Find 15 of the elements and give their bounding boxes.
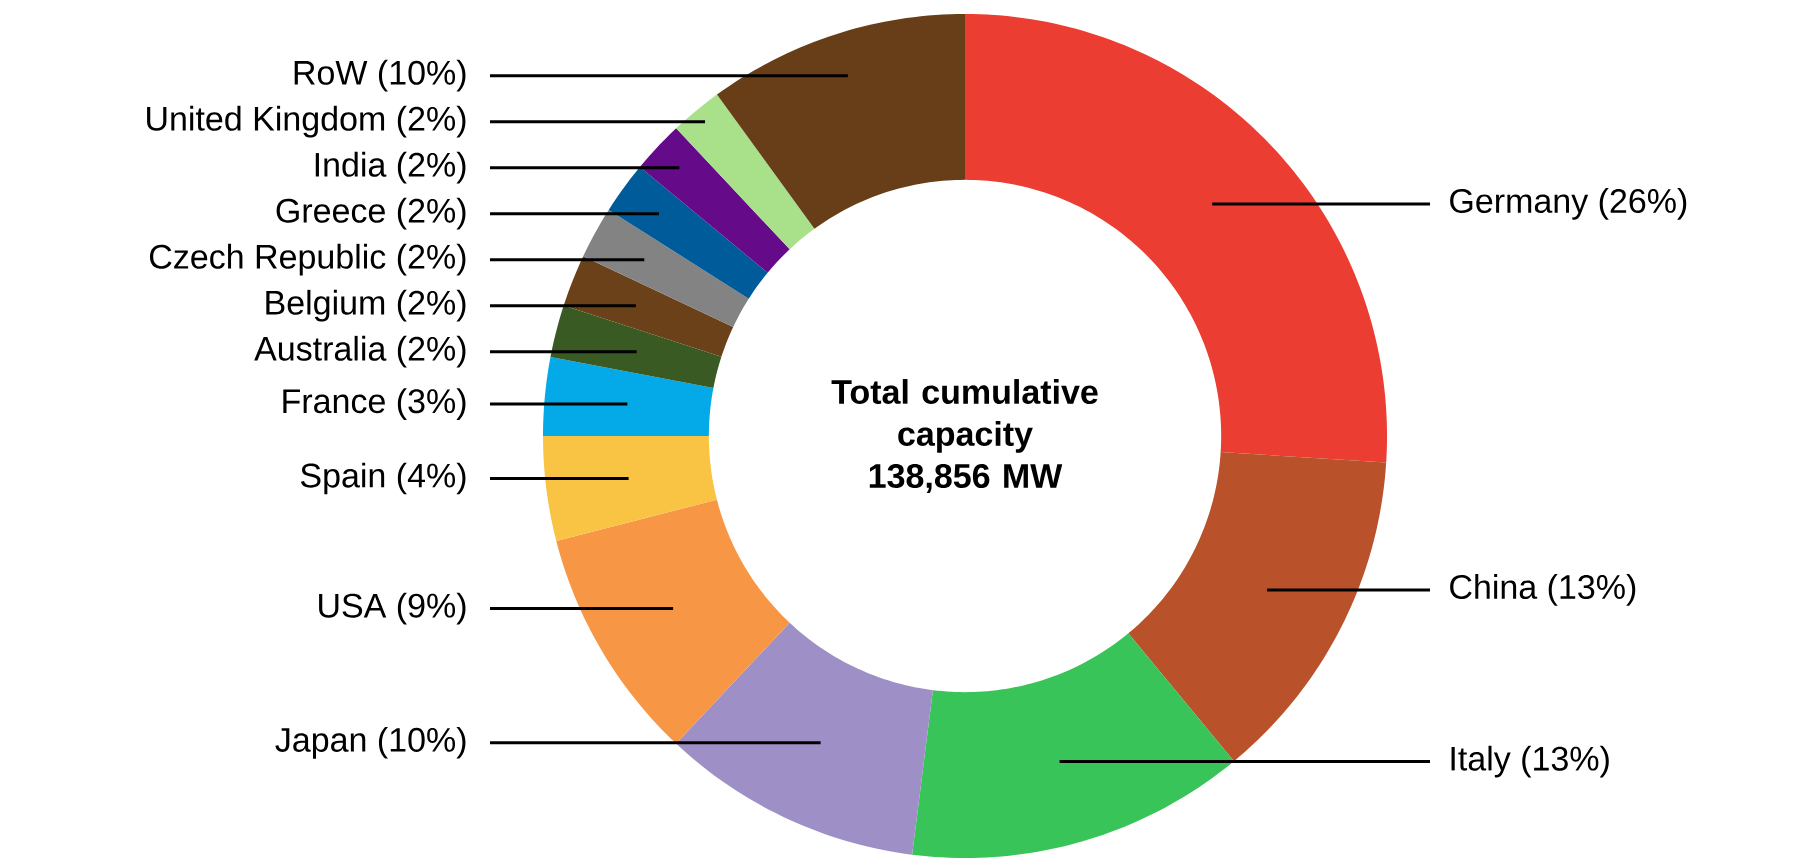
- slice-label: Germany (26%): [1450, 188, 1687, 220]
- slice-label: Italy (13%): [1451, 745, 1609, 778]
- slice-label: Belgium (2%): [266, 289, 466, 322]
- slice-label: France (3%): [283, 388, 466, 420]
- slice-label: USA (9%): [319, 592, 466, 625]
- text: Total cumulative capacity 138,856 MW: [831, 379, 1098, 493]
- slice-label: Czech Republic (2%): [149, 243, 466, 276]
- slice-label: Japan (10%): [275, 726, 466, 759]
- slice-label: Greece (2%): [276, 197, 466, 230]
- slice-label: China (13%): [1450, 574, 1636, 606]
- slice-label: Australia (2%): [254, 335, 466, 368]
- slice-label: India (2%): [315, 151, 466, 184]
- slice-label: Spain (4%): [300, 462, 466, 495]
- slice-label: RoW (10%): [294, 59, 466, 92]
- slice-label: United Kingdom (2%): [147, 105, 466, 138]
